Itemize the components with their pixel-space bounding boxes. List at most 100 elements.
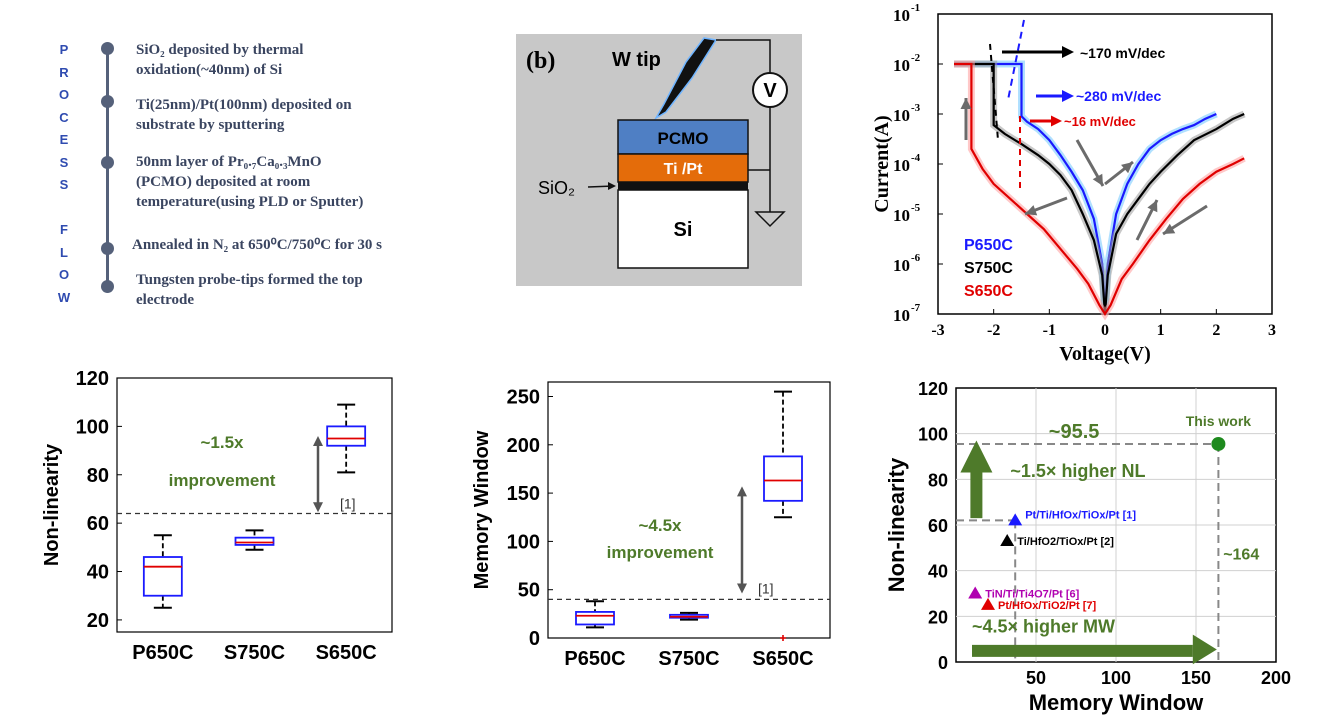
- flow-letter: S: [59, 177, 69, 192]
- process-step-line: 50nm layer of Pr₀.₇Ca₀.₃MnO: [136, 154, 322, 170]
- annotation-170: ~170 mV/dec: [1080, 45, 1165, 61]
- sweep-direction-arrow-head: [1025, 205, 1038, 216]
- y-tick-label: 200: [507, 435, 540, 457]
- y-tick-label: 150: [507, 483, 540, 505]
- process-step: Tungsten probe-tips formed the top electr…: [136, 270, 436, 310]
- data-point-triangle: [968, 586, 983, 599]
- oxide-arrow-head: [608, 182, 616, 190]
- flow-letter: P: [59, 42, 69, 57]
- y-tick-label: 60: [87, 513, 109, 535]
- y-tick-label: 100: [918, 425, 948, 445]
- x-tick-label: 100: [1101, 668, 1131, 688]
- point-label: Pt/HfOx/TiO2/Pt [7]: [998, 600, 1097, 612]
- y-tick-label: 10: [893, 206, 910, 225]
- flow-letter: R: [59, 64, 69, 80]
- box: [234, 536, 275, 546]
- y-tick-label: 20: [928, 607, 948, 627]
- iv-chart: -3 -2 -1 0 1 2 3 10 -7 10 -6 10 -5 10 -4 10 -3 10 -2 10 -1 Vo…: [860, 0, 1326, 370]
- category-label: P650C: [132, 642, 193, 664]
- y-axis-label: Non-linearity: [41, 443, 63, 566]
- tungsten-tip-icon: [653, 37, 718, 121]
- slope-arrow-head: [1062, 46, 1074, 58]
- mw-gain-arrow: [972, 644, 1193, 657]
- y-tick-label: 80: [928, 470, 948, 490]
- y-tick-label: 100: [76, 416, 109, 438]
- y-tick-label: 50: [518, 580, 540, 602]
- y-tick-exponent: -5: [911, 202, 921, 214]
- nl-gain-arrow: [970, 472, 983, 519]
- annotation-280: ~280 mV/dec: [1076, 88, 1161, 104]
- process-step: Annealed in N₂ at 650⁰C/750⁰C for 30 s: [132, 235, 432, 255]
- mw-gain-label: ~4.5× higher MW: [972, 616, 1115, 636]
- x-tick-label: -1: [1043, 322, 1056, 339]
- nl-gain-arrow-head: [960, 440, 993, 473]
- timeline-bullet: [101, 280, 114, 293]
- sweep-direction-arrow-head: [960, 98, 972, 109]
- improvement-annotation-line: ~1.5x: [200, 433, 244, 452]
- sweep-direction-arrow-head: [1147, 200, 1158, 213]
- slope-guide: [1007, 19, 1025, 101]
- x-tick-label: -2: [987, 322, 1000, 339]
- y-tick-label: 10: [893, 306, 910, 325]
- schematic-svg: (b) W tip V PCMO Ti /Pt Si SiO₂: [516, 34, 802, 286]
- improvement-arrow-head: [313, 436, 323, 447]
- x-tick-label: 1: [1157, 322, 1165, 339]
- legend-entry: S750C: [964, 260, 1013, 277]
- box: [326, 425, 367, 447]
- slope-arrow-head: [1051, 115, 1062, 127]
- legend-entry: P650C: [964, 237, 1013, 254]
- y-tick-label: 250: [507, 386, 540, 408]
- x-tick-label: 200: [1261, 668, 1291, 688]
- sweep-direction-arrow-head: [1163, 223, 1176, 234]
- oxide-label: SiO₂: [538, 178, 575, 198]
- iv-chart-svg: -3 -2 -1 0 1 2 310-710-610-510-410-310-210 -1Vo…: [871, 2, 1276, 365]
- flow-letter: C: [59, 109, 69, 125]
- mw-box-chart: 0 50 100 150 200 250 P650C S750C S650C Memory Win…: [440, 370, 860, 720]
- improvement-arrow-head: [737, 486, 747, 497]
- y-tick-exponent: -4: [911, 152, 921, 164]
- flow-letter: O: [58, 267, 70, 282]
- point-label: Ti/HfO2/TiOx/Pt [2]: [1017, 536, 1114, 548]
- annotation-16: ~16 mV/dec: [1064, 114, 1136, 129]
- flow-letter: F: [60, 222, 68, 237]
- mw-value-label: ~164: [1223, 546, 1259, 563]
- nl-box-chart: 20 40 60 80 100 120 P650C S750C S650C Non-lineari…: [0, 360, 420, 720]
- y-tick-label: 10: [893, 6, 910, 25]
- si-label: Si: [674, 219, 693, 241]
- y-axis-label: Memory Window: [471, 430, 493, 589]
- benchmark-chart-svg: 0 20 40 60 80 100 120 50 100 150 200 Memory Window N…: [884, 379, 1291, 715]
- sweep-direction-arrow-head: [1092, 173, 1103, 186]
- process-step-line: Annealed in N₂ at 650⁰C/750⁰C for 30 s: [132, 237, 383, 253]
- process-step-line: oxidation(~40nm) of Si: [136, 62, 283, 78]
- y-tick-label: 40: [87, 562, 109, 584]
- x-tick-label: 2: [1212, 322, 1220, 339]
- tip-wire: [716, 39, 771, 74]
- y-axis-label: Current(A): [871, 115, 893, 212]
- benchmark-chart: 0 20 40 60 80 100 120 50 100 150 200 Memory Window N…: [870, 370, 1326, 720]
- y-tick-label: 120: [918, 379, 948, 399]
- timeline-bullet: [101, 156, 114, 169]
- series-line-s650c: [954, 62, 1245, 317]
- process-step: 50nm layer of Pr₀.₇Ca₀.₃MnO (PCMO) deposi…: [136, 152, 436, 212]
- process-step: Ti(25nm)/Pt(100nm) deposited on substrate…: [136, 95, 436, 135]
- outlier-marker: [780, 635, 786, 641]
- y-tick-label: 60: [928, 516, 948, 536]
- data-point-triangle: [1000, 533, 1015, 546]
- process-step-line: (PCMO) deposited at room: [136, 174, 311, 190]
- tipt-layer: [617, 153, 749, 183]
- y-tick-label: 10: [893, 156, 910, 175]
- flow-letter: L: [60, 244, 68, 260]
- y-tick-label: 120: [76, 368, 109, 390]
- data-point-triangle: [1008, 513, 1023, 526]
- device-schematic: (b) W tip V PCMO Ti /Pt Si SiO₂: [516, 34, 802, 286]
- oxide-layer: [618, 182, 748, 190]
- x-tick-label: -3: [931, 322, 944, 339]
- legend-entry: S650C: [964, 283, 1013, 300]
- nl-value-label: ~95.5: [1049, 421, 1100, 443]
- sweep-direction-arrow-head: [1121, 162, 1133, 174]
- x-axis-label: Memory Window: [1029, 690, 1204, 715]
- box: [142, 556, 183, 597]
- y-tick-label: 40: [928, 562, 948, 582]
- y-tick-exponent: -1: [911, 2, 920, 14]
